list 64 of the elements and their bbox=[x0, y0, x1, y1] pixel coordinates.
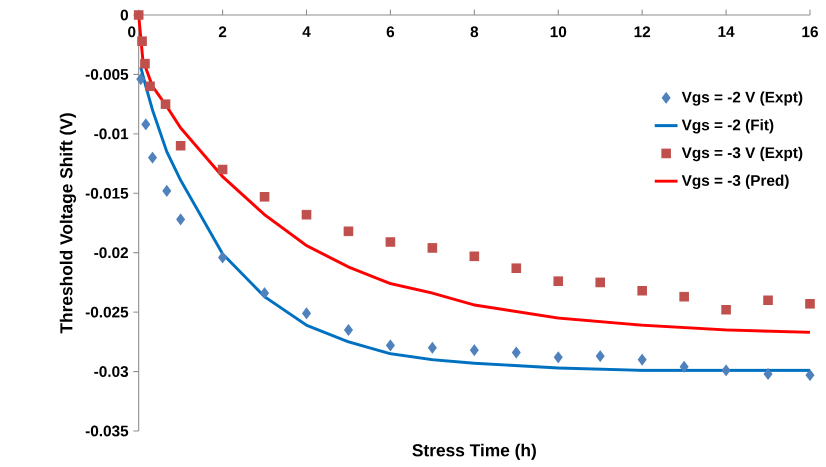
point bbox=[764, 368, 773, 380]
x-tick-label: 10 bbox=[550, 26, 566, 38]
point bbox=[148, 152, 157, 164]
x-tick-label: 14 bbox=[718, 26, 735, 37]
x-tick-label: 4 bbox=[302, 26, 311, 37]
point bbox=[141, 118, 150, 130]
point bbox=[136, 73, 146, 86]
point bbox=[344, 226, 354, 236]
x-tick-label: 6 bbox=[386, 26, 394, 38]
point bbox=[806, 369, 814, 381]
legend-label: Vgs = -2 V (Expt) bbox=[682, 91, 802, 106]
x-tick-label: 0 bbox=[128, 26, 136, 38]
x-tick-label: 2 bbox=[218, 26, 226, 38]
y-tick-label: -0.015 bbox=[86, 188, 128, 199]
point bbox=[721, 304, 731, 315]
y-tick-label: -0.005 bbox=[86, 68, 128, 80]
point bbox=[302, 307, 311, 320]
point bbox=[428, 342, 437, 354]
x-tick-label: 12 bbox=[634, 26, 650, 38]
y-tick-label: -0.025 bbox=[86, 306, 128, 318]
point bbox=[679, 292, 689, 302]
y-tick-label: -0.035 bbox=[86, 426, 128, 436]
point bbox=[553, 276, 564, 286]
point bbox=[470, 344, 479, 356]
point bbox=[805, 299, 815, 309]
y-tick-label: -0.03 bbox=[94, 366, 128, 377]
point bbox=[722, 364, 731, 376]
point bbox=[344, 324, 353, 336]
point bbox=[638, 354, 647, 366]
point bbox=[140, 58, 150, 69]
point bbox=[145, 82, 155, 92]
point bbox=[176, 140, 186, 151]
point bbox=[637, 286, 647, 296]
y-axis-title: Threshold Voltage Shift (V) bbox=[60, 113, 76, 334]
legend-label: Vgs = -3 V (Expt) bbox=[682, 146, 802, 162]
point bbox=[134, 10, 144, 20]
point bbox=[160, 99, 170, 109]
point bbox=[554, 351, 563, 364]
point bbox=[763, 295, 773, 306]
point bbox=[218, 164, 228, 174]
point bbox=[428, 243, 438, 253]
point bbox=[386, 340, 395, 352]
x-tick-label: 8 bbox=[470, 26, 478, 38]
point bbox=[260, 287, 270, 299]
point bbox=[470, 251, 480, 262]
point bbox=[595, 278, 606, 288]
point bbox=[218, 252, 228, 264]
point bbox=[511, 263, 522, 273]
point bbox=[596, 350, 605, 362]
point bbox=[302, 210, 312, 220]
y-tick-label: -0.01 bbox=[94, 128, 128, 140]
point bbox=[386, 237, 396, 247]
point bbox=[260, 192, 270, 202]
x-axis-title: Stress Time (h) bbox=[412, 444, 536, 460]
y-tick-label: -0.02 bbox=[94, 247, 128, 258]
legend-label: Vgs = -2 (Fit) bbox=[682, 119, 774, 134]
point bbox=[512, 346, 521, 358]
y-tick-label: 0 bbox=[120, 10, 128, 20]
point bbox=[162, 185, 172, 197]
point bbox=[680, 360, 689, 373]
point bbox=[137, 36, 147, 46]
legend-label: Vgs = -3 (Pred) bbox=[682, 174, 789, 189]
x-tick-label: 16 bbox=[802, 26, 818, 38]
point bbox=[176, 214, 186, 226]
